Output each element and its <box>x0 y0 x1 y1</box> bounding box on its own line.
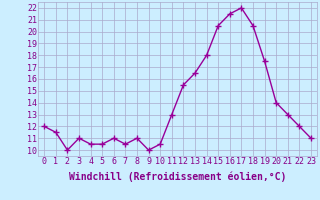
X-axis label: Windchill (Refroidissement éolien,°C): Windchill (Refroidissement éolien,°C) <box>69 172 286 182</box>
